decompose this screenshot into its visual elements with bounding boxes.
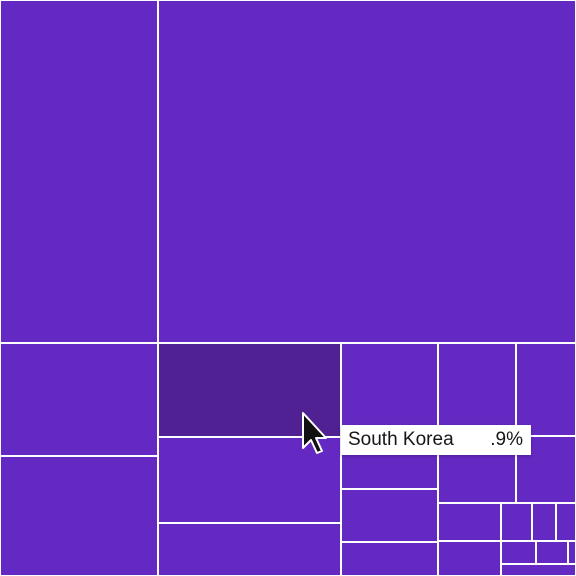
treemap-tile[interactable] xyxy=(437,502,502,542)
treemap-tile[interactable] xyxy=(437,540,502,576)
treemap-tile[interactable] xyxy=(531,502,557,542)
treemap-tile[interactable] xyxy=(0,0,159,344)
treemap-tile[interactable] xyxy=(567,540,576,565)
treemap-tile[interactable] xyxy=(535,540,569,565)
treemap-tile[interactable] xyxy=(157,522,342,576)
treemap-tile[interactable] xyxy=(340,488,439,543)
treemap-tile[interactable] xyxy=(500,563,576,576)
treemap-tile[interactable] xyxy=(500,540,537,565)
treemap-tile[interactable] xyxy=(0,455,159,576)
tooltip-label: South Korea xyxy=(348,429,454,450)
treemap-tile[interactable] xyxy=(500,502,533,542)
treemap-tile[interactable] xyxy=(555,502,576,542)
treemap-tile[interactable] xyxy=(340,541,439,576)
treemap-tile[interactable] xyxy=(515,342,576,437)
treemap-tile[interactable] xyxy=(340,342,439,490)
treemap-tile[interactable] xyxy=(157,0,576,344)
tooltip: South Korea .9% xyxy=(341,425,531,455)
treemap-tile[interactable] xyxy=(0,342,159,457)
treemap-tile[interactable] xyxy=(437,342,517,504)
tooltip-value: .9% xyxy=(490,429,523,450)
arrow-pointer-icon xyxy=(302,412,327,454)
treemap-tile[interactable] xyxy=(157,436,342,524)
